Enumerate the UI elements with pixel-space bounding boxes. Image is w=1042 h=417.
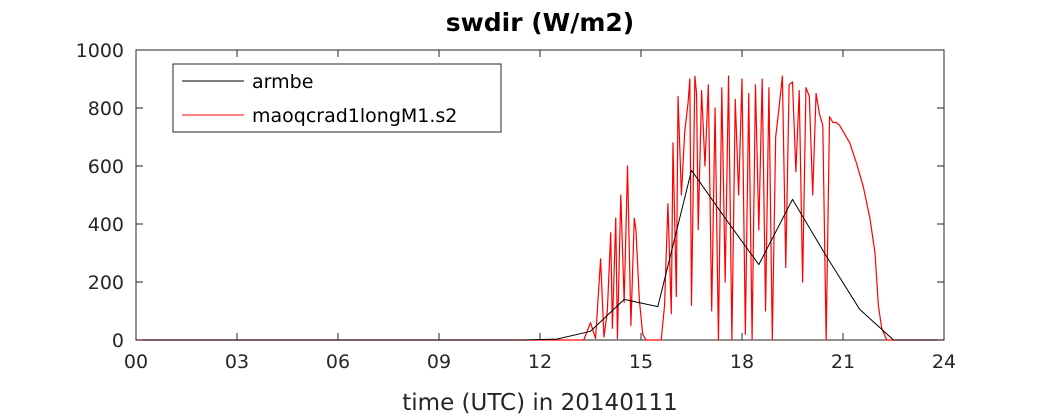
legend-label-armbe: armbe — [252, 71, 313, 93]
y-tick-label: 800 — [88, 98, 124, 120]
x-tick-label: 15 — [629, 351, 653, 373]
x-axis-title: time (UTC) in 20140111 — [402, 390, 677, 416]
y-tick-label: 600 — [88, 156, 124, 178]
x-tick-label: 24 — [932, 351, 956, 373]
y-tick-label: 1000 — [76, 40, 124, 62]
x-tick-label: 12 — [528, 351, 552, 373]
legend: armbe maoqcrad1longM1.s2 — [172, 63, 502, 133]
series-layer — [136, 75, 944, 341]
legend-label-maoqcrad1longM1: maoqcrad1longM1.s2 — [252, 105, 457, 127]
x-tick-label: 18 — [730, 351, 754, 373]
x-tick-label: 00 — [124, 351, 148, 373]
y-tick-label: 400 — [88, 214, 124, 236]
legend-box — [172, 63, 502, 133]
y-tick-label: 200 — [88, 272, 124, 294]
x-tick-label: 09 — [427, 351, 451, 373]
series-line-1 — [136, 75, 944, 341]
chart-title: swdir (W/m2) — [446, 8, 634, 37]
x-tick-label: 06 — [326, 351, 350, 373]
x-tick-label: 21 — [831, 351, 855, 373]
y-tick-label: 0 — [112, 330, 124, 352]
x-tick-label: 03 — [225, 351, 249, 373]
axis-ticks: 00 03 06 09 12 15 18 21 24 0 200 400 600 800 1000 — [76, 40, 956, 373]
series-line-0 — [136, 169, 944, 341]
